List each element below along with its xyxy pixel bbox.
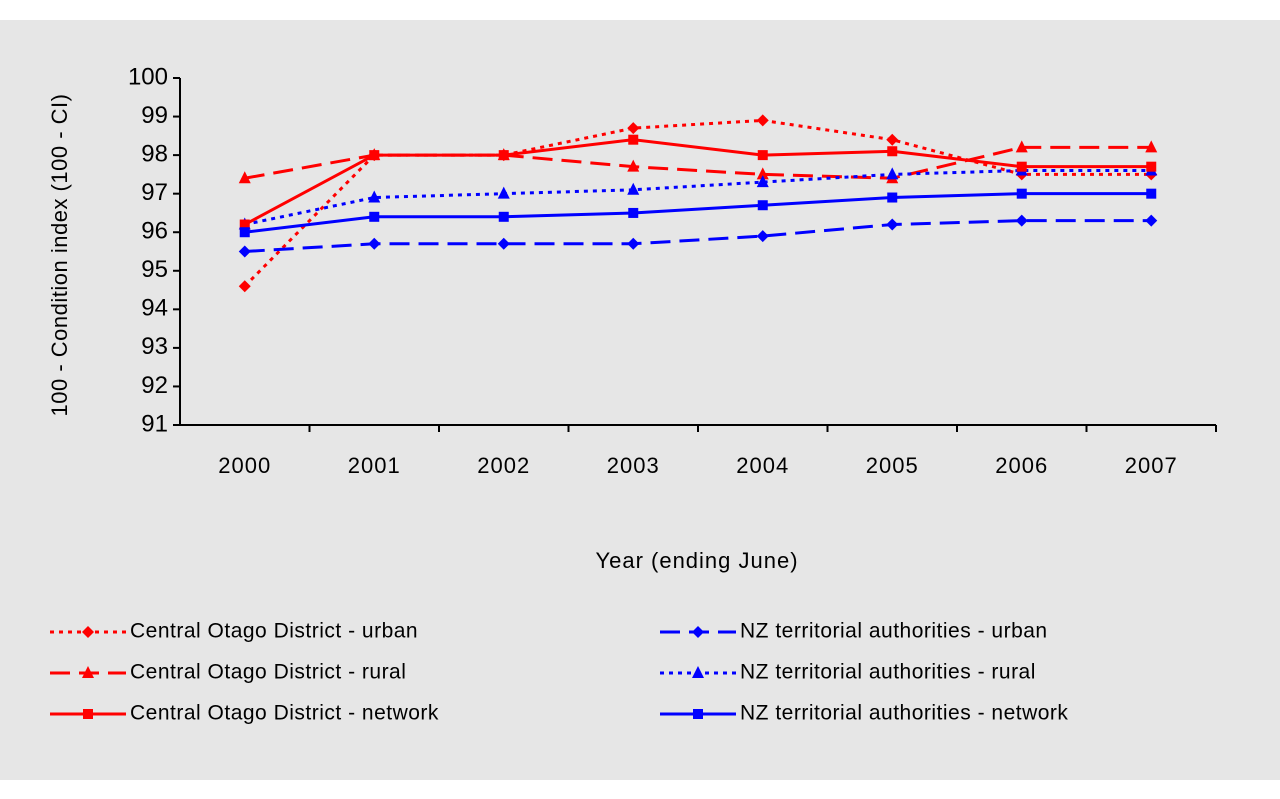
marker	[627, 182, 640, 195]
marker	[1145, 214, 1158, 227]
legend-label: NZ territorial authorities - rural	[740, 661, 1036, 684]
marker	[756, 114, 769, 127]
marker	[239, 227, 250, 238]
marker	[368, 237, 381, 250]
marker	[756, 230, 769, 243]
marker	[757, 150, 768, 161]
series-line	[244, 219, 1152, 253]
marker	[1146, 188, 1157, 199]
marker	[498, 211, 509, 222]
marker	[239, 219, 250, 230]
series-line	[244, 138, 1152, 226]
x-tick-label: 2004	[736, 453, 789, 478]
y-tick-label: 99	[141, 102, 168, 129]
legend-label: NZ territorial authorities - network	[740, 702, 1068, 725]
marker	[886, 133, 899, 146]
legend-label: Central Otago District - rural	[130, 661, 406, 684]
series-line	[244, 169, 1152, 226]
y-tick-label: 96	[141, 218, 168, 245]
marker	[887, 146, 898, 157]
y-tick-label: 98	[141, 140, 168, 167]
marker	[628, 134, 639, 145]
marker	[497, 237, 510, 250]
y-tick-label: 97	[141, 179, 168, 206]
marker	[1015, 214, 1028, 227]
marker	[369, 150, 380, 161]
legend-marker	[82, 666, 94, 678]
legend-marker	[82, 626, 94, 638]
marker	[627, 159, 640, 172]
marker	[238, 171, 251, 184]
x-tick-label: 2000	[218, 453, 271, 478]
marker	[886, 218, 899, 231]
x-tick-label: 2007	[1125, 453, 1178, 478]
marker	[627, 122, 640, 135]
marker	[1016, 188, 1027, 199]
legend-marker	[692, 666, 704, 678]
marker	[1145, 140, 1158, 153]
marker	[757, 200, 768, 211]
x-tick-label: 2005	[866, 453, 919, 478]
legend-marker	[83, 709, 93, 719]
marker	[1015, 140, 1028, 153]
legend-label: Central Otago District - urban	[130, 620, 418, 643]
x-tick-label: 2006	[995, 453, 1048, 478]
y-tick-label: 92	[141, 372, 168, 399]
marker	[368, 190, 381, 203]
x-tick-label: 2003	[607, 453, 660, 478]
legend-marker	[693, 709, 703, 719]
marker	[498, 150, 509, 161]
marker	[886, 167, 899, 180]
y-tick-label: 95	[141, 256, 168, 283]
y-tick-label: 91	[141, 410, 168, 437]
x-axis-label: Year (ending June)	[595, 548, 798, 573]
marker	[497, 186, 510, 199]
marker	[1016, 161, 1027, 172]
marker	[238, 245, 251, 258]
marker	[887, 192, 898, 203]
y-tick-label: 94	[141, 295, 168, 322]
y-axis-label: 100 - Condition index (100 - CI)	[47, 93, 72, 417]
series-line	[244, 192, 1152, 234]
y-tick-label: 100	[128, 63, 168, 90]
legend-label: NZ territorial authorities - urban	[740, 620, 1048, 643]
marker	[1146, 161, 1157, 172]
marker	[756, 167, 769, 180]
marker	[756, 175, 769, 188]
marker	[369, 211, 380, 222]
x-tick-label: 2002	[477, 453, 530, 478]
y-tick-label: 93	[141, 333, 168, 360]
marker	[628, 207, 639, 218]
marker	[238, 280, 251, 293]
legend-marker	[692, 626, 704, 638]
marker	[627, 237, 640, 250]
x-tick-label: 2001	[348, 453, 401, 478]
legend-label: Central Otago District - network	[130, 702, 439, 725]
